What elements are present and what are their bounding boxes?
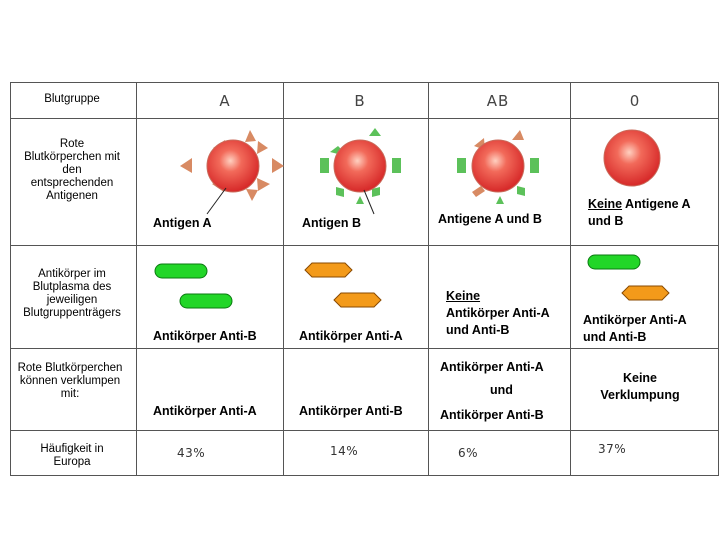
row-label-haeufigkeit: Häufigkeit in Europa: [40, 443, 104, 468]
table-border-left: [10, 82, 11, 476]
table-border-bottom: [10, 475, 719, 476]
cell-antigen-b: Antigen B: [302, 216, 362, 230]
cell-ab-icon: [457, 130, 539, 204]
row-label-verklumpen: Rote Blutkörperchen können verklumpen mi…: [17, 362, 123, 400]
row-divider: [10, 348, 719, 349]
col-divider: [428, 82, 429, 476]
frequency-a: 43%: [177, 446, 206, 460]
antibody-anti-b-icon: [154, 263, 233, 309]
column-header-ab: AB: [486, 92, 510, 110]
antibody-anti-a-and-b-icon: [587, 254, 670, 301]
antibody-anti-a-icon: [304, 262, 382, 308]
row-divider: [10, 118, 719, 119]
keine-underlined: Keine: [446, 289, 481, 303]
antibody-diagrams: [154, 254, 670, 309]
table-border-right: [718, 82, 719, 476]
cell-keine-antikoerper: Keine Antikörper Anti-A und Anti-B: [446, 288, 564, 339]
row-divider: [10, 430, 719, 431]
col-divider: [136, 82, 137, 476]
cell-keine-antigene: Keine Antigene A und B: [588, 196, 708, 230]
column-header-0: 0: [629, 92, 641, 110]
row-label-antikoerper: Antikörper im Blutplasma des jeweiligen …: [23, 268, 121, 319]
row-label-blutgruppe: Blutgruppe: [44, 93, 100, 105]
keine-antigene-rest: Antigene A und B: [588, 197, 691, 228]
col-divider: [570, 82, 571, 476]
frequency-b: 14%: [330, 444, 359, 458]
cell-verklumpen-ab-line1: Antikörper Anti-A: [440, 360, 544, 374]
cell-verklumpen-ab-line2: Antikörper Anti-B: [440, 408, 544, 422]
keine-antikoerper-rest: Antikörper Anti-A und Anti-B: [446, 306, 550, 337]
frequency-ab: 6%: [458, 446, 479, 460]
row-divider: [10, 245, 719, 246]
cell-verklumpen-anti-a: Antikörper Anti-A: [153, 404, 257, 418]
table-border-top: [10, 82, 719, 83]
cell-keine-verklumpung: Keine Verklumpung: [600, 371, 680, 402]
cell-antikoerper-anti-a-und-b: Antikörper Anti-A und Anti-B: [583, 313, 687, 344]
cell-b-icon: [320, 128, 401, 215]
cell-a-icon: [180, 130, 284, 215]
frequency-0: 37%: [598, 442, 627, 456]
cell-verklumpen-ab-und: und: [490, 383, 513, 397]
column-header-b: B: [354, 92, 366, 110]
col-divider: [283, 82, 284, 476]
cell-0-icon: [603, 129, 661, 187]
blood-cell-diagrams: [180, 128, 661, 215]
keine-underlined: Keine: [588, 197, 623, 211]
cell-antikoerper-anti-b: Antikörper Anti-B: [153, 329, 257, 343]
cell-verklumpen-anti-b: Antikörper Anti-B: [299, 404, 403, 418]
row-label-rote-blutkoerperchen: Rote Blutkörperchen mit den entsprechend…: [24, 138, 120, 202]
cell-antikoerper-anti-a: Antikörper Anti-A: [299, 329, 403, 343]
cell-antigen-a: Antigen A: [153, 216, 212, 230]
cell-antigene-a-und-b: Antigene A und B: [438, 212, 542, 226]
column-header-a: A: [219, 92, 231, 110]
